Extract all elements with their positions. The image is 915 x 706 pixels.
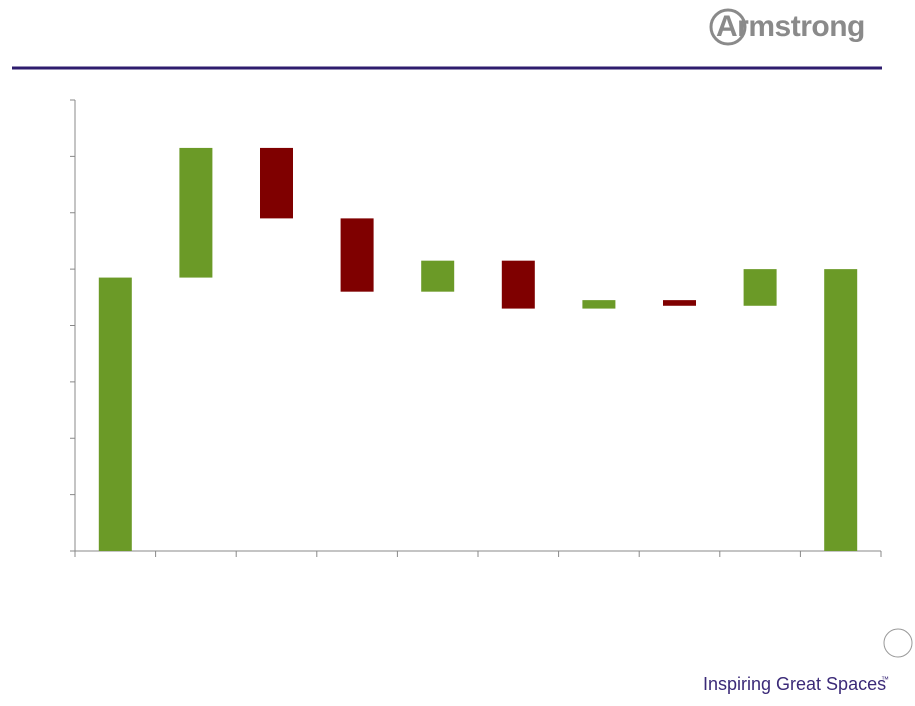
logo-text: Armstrong	[716, 10, 865, 43]
page-number-badge	[883, 628, 913, 658]
plot	[70, 99, 882, 557]
bar	[340, 218, 374, 292]
bar	[260, 147, 293, 219]
trademark: ™	[881, 675, 889, 684]
bar	[743, 269, 777, 306]
logo: Armstrong	[709, 8, 865, 46]
bar	[663, 300, 696, 306]
bar	[179, 147, 213, 278]
bar	[501, 260, 535, 309]
tagline: Inspiring Great Spaces	[703, 674, 886, 694]
bar	[824, 269, 858, 551]
bar	[421, 260, 455, 292]
bar	[582, 300, 616, 309]
bar	[98, 277, 132, 551]
logo-ring	[709, 8, 747, 46]
